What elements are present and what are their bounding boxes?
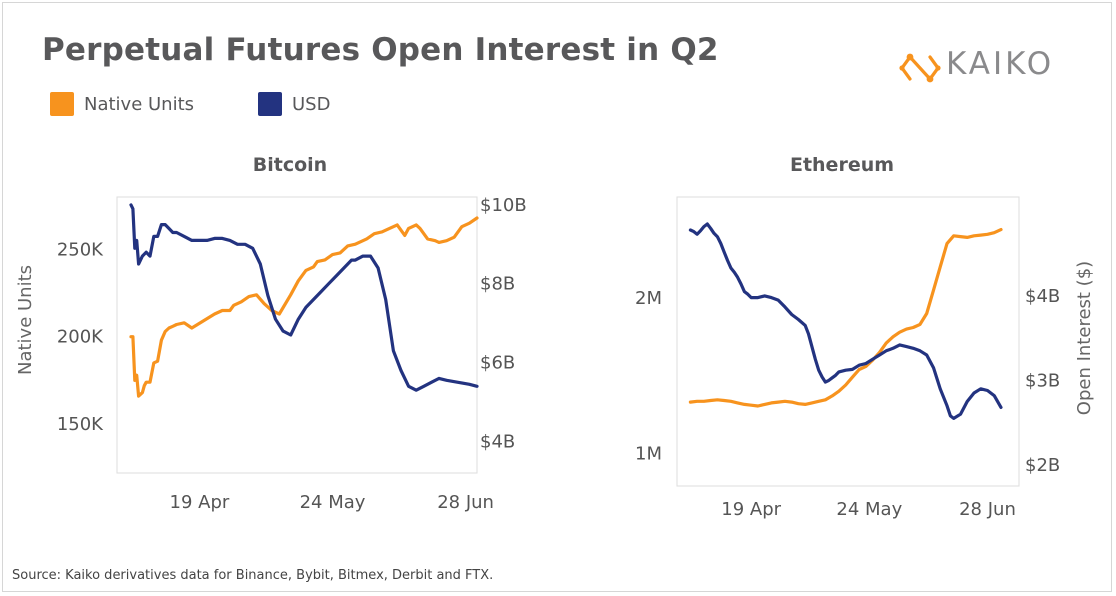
- chart-title-ethereum: Ethereum: [790, 154, 894, 176]
- kaiko-logo: KAIKO: [898, 46, 1088, 88]
- y-left-tick-label: 250K: [57, 239, 104, 260]
- page-title: Perpetual Futures Open Interest in Q2: [42, 32, 719, 68]
- legend-item-usd: USD: [258, 92, 330, 116]
- y-axis-label-bitcoin: Native Units: [15, 265, 36, 375]
- y-right-tick-label: $4B: [1025, 286, 1060, 307]
- chart-bitcoin: Bitcoin 19 Apr 24 May 28 Jun 150K 200K 250K $4B…: [15, 154, 527, 513]
- y-left-tick-label: 1M: [635, 443, 662, 464]
- legend-item-native-units: Native Units: [50, 92, 194, 116]
- legend-label-usd: USD: [292, 93, 331, 115]
- plot-area-ethereum: [676, 196, 1020, 487]
- y-right-tick-label: $2B: [1025, 455, 1060, 476]
- kaiko-logo-icon: [899, 53, 941, 83]
- series-line-bitcoin-usd: [129, 203, 479, 392]
- chart-ethereum: Ethereum 19 Apr 24 May 28 Jun 1M 2M $2B $3B $4B O…: [635, 154, 1095, 520]
- y-right-tick-label: $3B: [1025, 370, 1060, 391]
- series-line-bitcoin-native-units: [129, 216, 479, 398]
- legend-label-native-units: Native Units: [84, 93, 195, 115]
- x-tick-label: 24 May: [300, 492, 366, 513]
- logo-text: KAIKO: [946, 46, 1055, 82]
- x-tick-label: 24 May: [836, 499, 902, 520]
- chart-title-bitcoin: Bitcoin: [253, 154, 327, 176]
- y-right-tick-label: $6B: [480, 353, 515, 374]
- plot-area-bitcoin: [116, 196, 478, 474]
- series-line-ethereum-native-units: [688, 228, 1003, 408]
- y-left-tick-label: 2M: [635, 288, 662, 309]
- y-right-tick-label: $8B: [480, 274, 515, 295]
- x-tick-label: 19 Apr: [170, 492, 230, 513]
- x-tick-label: 19 Apr: [721, 499, 781, 520]
- series-line-ethereum-usd: [688, 222, 1003, 420]
- source-note: Source: Kaiko derivatives data for Binan…: [12, 568, 494, 583]
- legend-swatch-native-units: [50, 92, 74, 116]
- y-right-tick-label: $4B: [480, 431, 515, 452]
- y2-axis-label-ethereum: Open Interest ($): [1074, 261, 1095, 415]
- y-left-tick-label: 150K: [57, 414, 104, 435]
- x-tick-label: 28 Jun: [437, 492, 494, 513]
- y-left-tick-label: 200K: [57, 327, 104, 348]
- legend-swatch-usd: [258, 92, 282, 116]
- y-right-tick-label: $10B: [480, 195, 527, 216]
- x-tick-label: 28 Jun: [959, 499, 1016, 520]
